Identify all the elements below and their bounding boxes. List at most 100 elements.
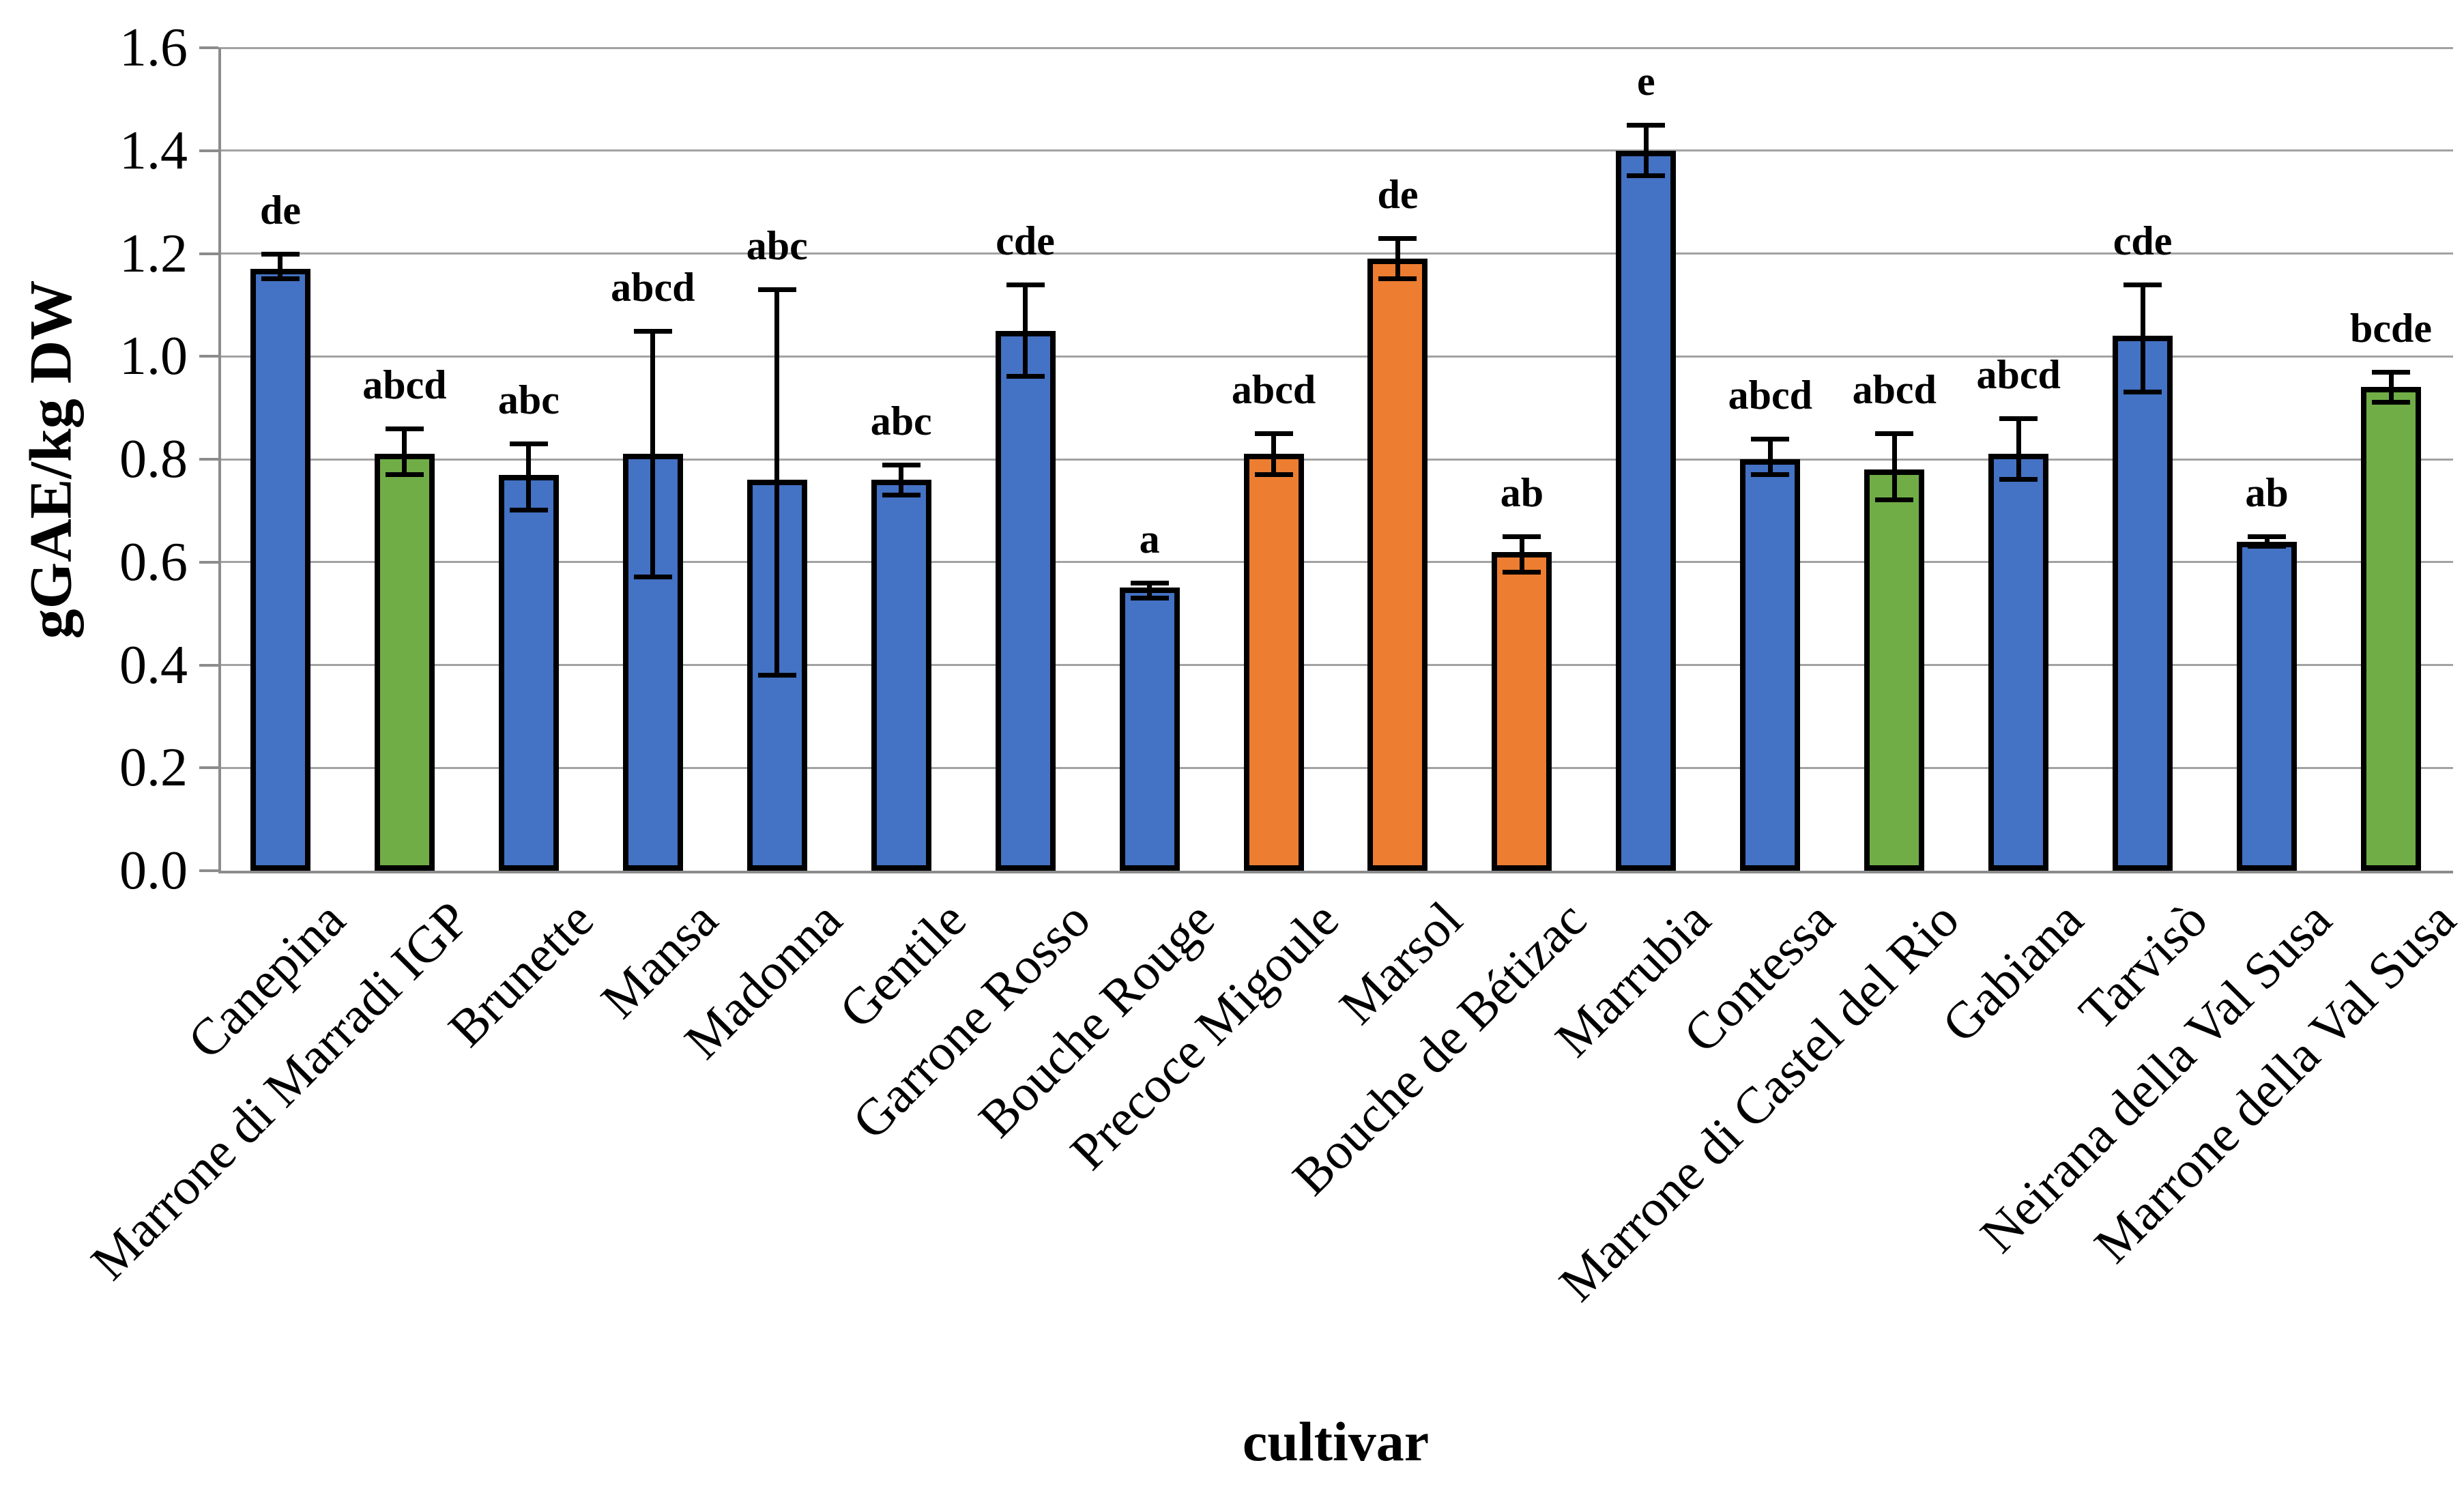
bar-rect xyxy=(1988,454,2049,871)
error-bar-cap-top xyxy=(1751,436,1790,441)
error-bar-cap-bottom xyxy=(1254,472,1293,477)
gridline xyxy=(218,766,2453,769)
error-bar-cap-bottom xyxy=(385,472,424,477)
gridline xyxy=(218,355,2453,358)
error-bar-cap-top xyxy=(1006,282,1045,287)
error-bar-cap-top xyxy=(1503,534,1541,540)
error-bar-line xyxy=(650,330,656,578)
error-bar-line xyxy=(526,444,532,511)
error-bar-line xyxy=(1147,582,1153,598)
y-tick-mark xyxy=(199,766,218,770)
significance-letter: abcd xyxy=(1728,372,1812,418)
significance-letter: abcd xyxy=(362,362,447,407)
bar-rect xyxy=(1616,150,1677,871)
error-bar-line xyxy=(278,253,283,280)
y-tick-mark xyxy=(199,663,218,667)
error-bar-cap-top xyxy=(1254,431,1293,437)
y-tick-mark xyxy=(199,560,218,564)
error-bar-line xyxy=(1519,536,1524,573)
bar-rect xyxy=(250,269,310,871)
y-tick-label: 1.6 xyxy=(119,18,188,78)
y-tick-mark xyxy=(199,252,218,255)
error-bar-cap-bottom xyxy=(882,492,921,497)
y-tick-mark xyxy=(199,149,218,152)
error-bar-line xyxy=(1395,237,1400,280)
error-bar-cap-top xyxy=(1130,580,1169,585)
y-tick-mark xyxy=(199,869,218,872)
y-axis-line xyxy=(218,48,221,873)
bar-rect xyxy=(1243,454,1304,871)
significance-letter: abc xyxy=(870,398,932,444)
significance-letter: de xyxy=(1377,171,1419,217)
error-bar-cap-bottom xyxy=(1999,477,2038,482)
error-bar-cap-top xyxy=(385,426,424,431)
error-bar-cap-bottom xyxy=(2248,544,2287,549)
error-bar-cap-bottom xyxy=(2124,390,2162,394)
y-tick-label: 0.2 xyxy=(119,738,188,798)
significance-letter: ab xyxy=(2245,470,2289,516)
error-bar-cap-top xyxy=(2372,369,2411,375)
bar-rect xyxy=(2237,541,2298,871)
significance-letter: bcde xyxy=(2350,305,2433,351)
gridline xyxy=(218,458,2453,461)
error-bar-cap-top xyxy=(2124,282,2162,287)
error-bar-cap-bottom xyxy=(1503,569,1541,575)
bar-rect xyxy=(374,454,435,871)
y-tick-mark xyxy=(199,46,218,49)
y-tick-label: 0.4 xyxy=(119,635,188,695)
error-bar-cap-top xyxy=(1999,416,2038,421)
significance-letter: abcd xyxy=(1231,367,1316,413)
y-tick-label: 0.8 xyxy=(119,429,188,489)
significance-letter: abcd xyxy=(1852,367,1937,413)
error-bar-line xyxy=(402,428,407,475)
error-bar-cap-bottom xyxy=(2372,400,2411,405)
error-bar-cap-bottom xyxy=(633,575,672,580)
error-bar-cap-top xyxy=(882,462,921,467)
x-axis-line xyxy=(218,870,2453,873)
significance-letter: abcd xyxy=(1976,351,2061,397)
error-bar-cap-bottom xyxy=(509,508,548,513)
bar-rect xyxy=(871,480,931,871)
significance-letter: e xyxy=(1637,59,1655,104)
gridline xyxy=(218,46,2453,49)
error-bar-cap-top xyxy=(1378,235,1417,241)
error-bar-cap-bottom xyxy=(1875,497,1914,503)
gridline xyxy=(218,252,2453,255)
y-tick-mark xyxy=(199,458,218,461)
error-bar-cap-top xyxy=(509,441,548,447)
error-bar-cap-bottom xyxy=(1130,595,1169,600)
error-bar-cap-bottom xyxy=(261,276,300,282)
error-bar-cap-bottom xyxy=(1378,276,1417,282)
error-bar-cap-top xyxy=(261,251,300,257)
y-tick-mark xyxy=(199,355,218,358)
bar-rect xyxy=(1367,259,1428,871)
significance-letter: abc xyxy=(746,223,808,269)
bar-rect xyxy=(2361,387,2422,871)
gridline xyxy=(218,664,2453,666)
error-bar-cap-top xyxy=(1875,431,1914,437)
bar-rect xyxy=(2113,336,2173,871)
bar-rect xyxy=(995,330,1056,871)
x-axis-title: cultivar xyxy=(1242,1410,1430,1473)
bar-rect xyxy=(1492,551,1552,871)
error-bar-cap-top xyxy=(1627,123,1666,128)
error-bar-cap-bottom xyxy=(1751,472,1790,477)
bar-rect xyxy=(498,474,559,871)
significance-letter: ab xyxy=(1500,470,1544,516)
bar-rect xyxy=(1740,459,1801,871)
error-bar-line xyxy=(2016,418,2021,480)
significance-letter: cde xyxy=(2113,218,2173,263)
error-bar-cap-top xyxy=(2248,534,2287,540)
y-tick-label: 1.0 xyxy=(119,326,188,387)
error-bar-line xyxy=(2388,371,2394,403)
y-tick-label: 1.2 xyxy=(119,223,188,284)
error-bar-line xyxy=(774,289,780,676)
error-bar-line xyxy=(1643,125,1649,177)
error-bar-line xyxy=(1892,433,1897,501)
y-tick-label: 0.6 xyxy=(119,532,188,592)
significance-letter: cde xyxy=(996,218,1055,263)
significance-letter: de xyxy=(259,187,301,233)
error-bar-line xyxy=(1271,433,1277,475)
error-bar-cap-bottom xyxy=(757,672,796,678)
